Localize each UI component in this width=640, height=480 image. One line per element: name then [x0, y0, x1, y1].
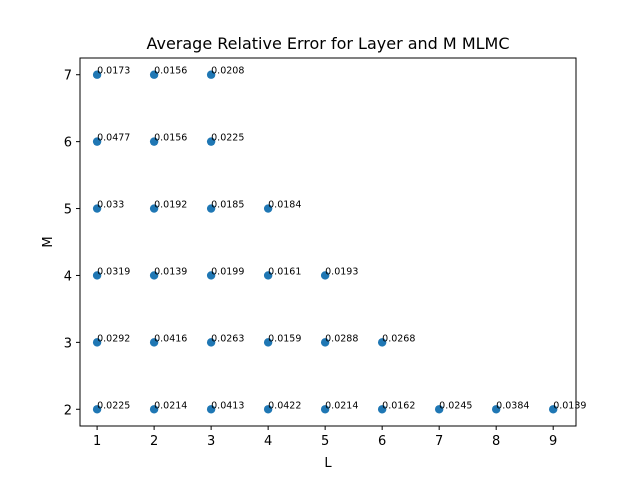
data-point	[92, 137, 102, 146]
data-point	[92, 271, 102, 280]
data-point	[149, 338, 159, 347]
plot-area-frame	[79, 57, 577, 427]
x-axis-label: L	[324, 456, 332, 471]
data-point	[149, 137, 159, 146]
data-label: 0.0413	[211, 400, 244, 411]
data-point	[320, 338, 330, 347]
y-tick-label: 7	[64, 69, 72, 84]
data-point	[320, 405, 330, 414]
data-point	[206, 271, 216, 280]
data-point	[92, 405, 102, 414]
data-label: 0.0193	[325, 266, 358, 277]
data-label: 0.0292	[97, 333, 130, 344]
data-label: 0.0225	[97, 400, 130, 411]
data-label: 0.0263	[211, 333, 244, 344]
data-label: 0.0173	[97, 66, 130, 77]
x-tick-label: 7	[435, 434, 443, 449]
data-point	[263, 204, 273, 213]
data-label: 0.0422	[268, 400, 301, 411]
data-point	[206, 204, 216, 213]
data-label: 0.0268	[382, 333, 415, 344]
data-label: 0.0288	[325, 333, 358, 344]
y-axis-label: M	[41, 236, 56, 247]
data-label: 0.0156	[154, 133, 187, 144]
data-label: 0.0245	[439, 400, 472, 411]
data-point	[206, 405, 216, 414]
x-tick-label: 8	[492, 434, 500, 449]
x-tick-label: 3	[207, 434, 215, 449]
data-label: 0.033	[97, 200, 124, 211]
data-label: 0.0156	[154, 66, 187, 77]
data-point	[92, 338, 102, 347]
data-label: 0.0185	[211, 200, 244, 211]
data-points	[92, 70, 558, 414]
data-point	[92, 204, 102, 213]
chart-title: Average Relative Error for Layer and M M…	[146, 34, 509, 53]
data-label: 0.0208	[211, 66, 244, 77]
data-label: 0.0319	[97, 266, 130, 277]
data-point	[491, 405, 501, 414]
data-label: 0.0161	[268, 266, 301, 277]
data-label: 0.0192	[154, 200, 187, 211]
data-label: 0.0139	[553, 400, 586, 411]
y-tick-label: 4	[64, 269, 72, 284]
y-tick-label: 3	[64, 336, 72, 351]
data-point	[548, 405, 558, 414]
data-label: 0.0184	[268, 200, 301, 211]
data-point	[263, 405, 273, 414]
data-point	[149, 405, 159, 414]
data-point	[434, 405, 444, 414]
x-tick-label: 5	[321, 434, 329, 449]
data-label: 0.0199	[211, 266, 244, 277]
data-label: 0.0214	[154, 400, 187, 411]
data-point	[320, 271, 330, 280]
x-tick-label: 4	[264, 434, 272, 449]
data-point	[206, 137, 216, 146]
x-tick-label: 6	[378, 434, 386, 449]
data-point	[377, 338, 387, 347]
data-point	[149, 70, 159, 79]
y-tick-label: 6	[64, 136, 72, 151]
data-label: 0.0225	[211, 133, 244, 144]
y-axis: 2 3 4 5 6 7	[64, 69, 80, 418]
data-point	[149, 204, 159, 213]
data-label: 0.0384	[496, 400, 529, 411]
data-label: 0.0416	[154, 333, 187, 344]
data-label: 0.0214	[325, 400, 358, 411]
data-label: 0.0139	[154, 266, 187, 277]
y-tick-label: 5	[64, 203, 72, 218]
x-tick-label: 2	[150, 434, 158, 449]
data-label: 0.0162	[382, 400, 415, 411]
x-axis: 1 2 3 4 5 6 7 8 9	[93, 426, 557, 449]
data-labels: 0.0173 0.0156 0.0208 0.0477 0.0156 0.0225 0.03…	[97, 66, 586, 412]
data-label: 0.0477	[97, 133, 130, 144]
data-point	[263, 271, 273, 280]
data-point	[92, 70, 102, 79]
data-point	[263, 338, 273, 347]
x-tick-label: 9	[549, 434, 557, 449]
y-tick-label: 2	[64, 403, 72, 418]
x-tick-label: 1	[93, 434, 101, 449]
data-point	[206, 338, 216, 347]
data-point	[149, 271, 159, 280]
data-label: 0.0159	[268, 333, 301, 344]
data-point	[206, 70, 216, 79]
data-point	[377, 405, 387, 414]
